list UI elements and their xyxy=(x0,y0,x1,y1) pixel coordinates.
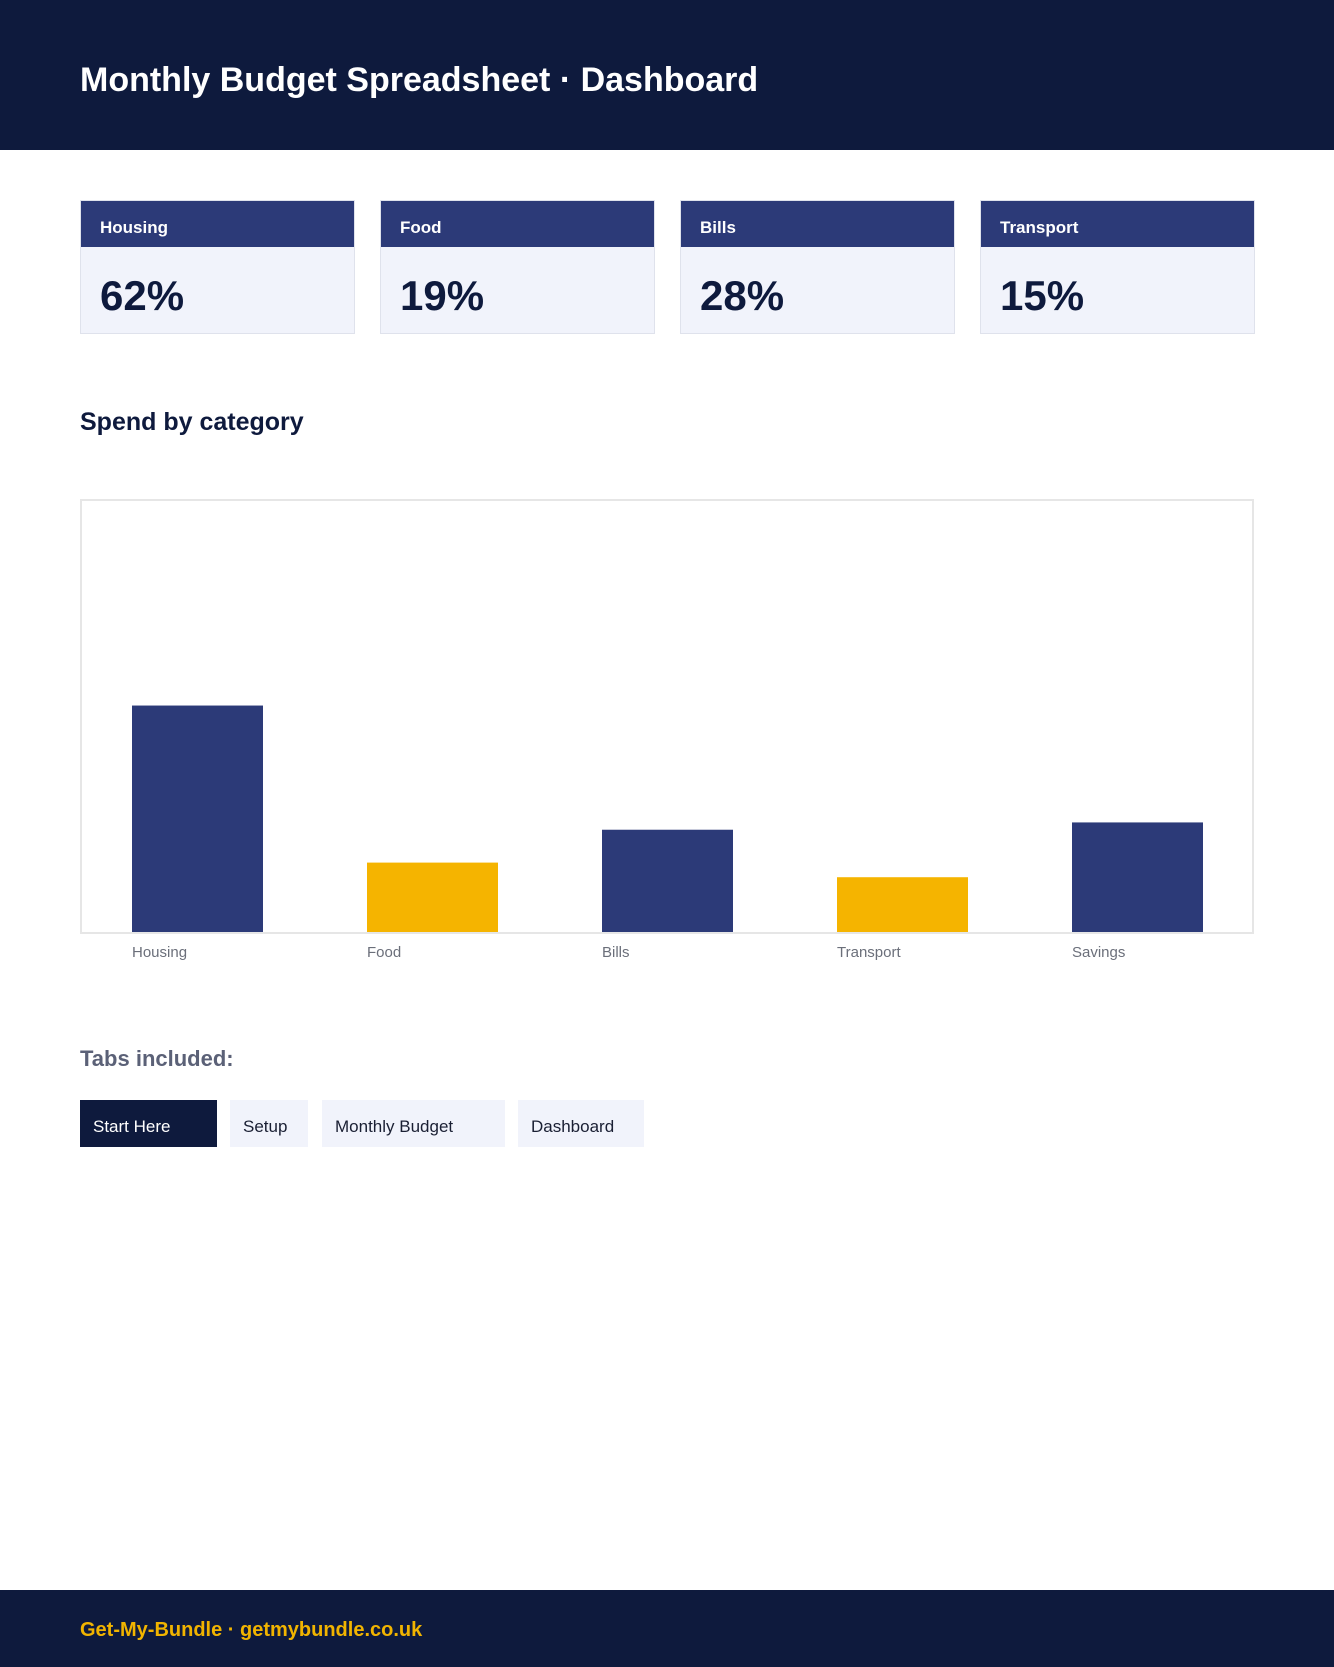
page-header: Monthly Budget Spreadsheet · Dashboard xyxy=(0,0,1334,150)
card-bills: Bills 28% xyxy=(680,200,955,334)
chart-x-axis: Housing Food Bills Transport Savings xyxy=(80,944,1254,968)
spend-chart xyxy=(80,499,1254,934)
card-food: Food 19% xyxy=(380,200,655,334)
footer-brand-text: Get-My-Bundle · getmybundle.co.uk xyxy=(80,1619,423,1641)
card-value: 62% xyxy=(100,272,185,319)
tab-dashboard[interactable]: Dashboard xyxy=(518,1100,644,1147)
card-transport: Transport 15% xyxy=(980,200,1255,334)
page-footer: Get-My-Bundle · getmybundle.co.uk xyxy=(0,1590,1334,1667)
card-value: 28% xyxy=(700,272,785,319)
bar-bills xyxy=(602,829,733,932)
card-label: Food xyxy=(381,201,654,247)
tabs-included-title: Tabs included: xyxy=(80,1046,234,1071)
tab-start-here[interactable]: Start Here xyxy=(80,1100,217,1147)
summary-cards: Housing 62% Food 19% Bills 28% Transport… xyxy=(80,200,1255,334)
bar-transport xyxy=(837,877,968,932)
bar-food xyxy=(367,862,498,932)
bar-savings xyxy=(1072,822,1203,932)
card-value: 19% xyxy=(400,272,485,319)
card-label: Transport xyxy=(981,201,1254,247)
bar-housing xyxy=(132,705,263,932)
card-label: Housing xyxy=(81,201,354,247)
spend-chart-svg xyxy=(132,705,1203,932)
card-label: Bills xyxy=(681,201,954,247)
card-value: 15% xyxy=(1000,272,1085,319)
x-tick-label-food: Food xyxy=(367,944,402,961)
card-housing: Housing 62% xyxy=(80,200,355,334)
tab-setup[interactable]: Setup xyxy=(230,1100,308,1147)
x-tick-label-savings: Savings xyxy=(1072,944,1126,961)
x-tick-label-housing: Housing xyxy=(132,944,188,961)
chart-section-title: Spend by category xyxy=(80,408,304,436)
x-tick-label-transport: Transport xyxy=(837,944,901,961)
tab-monthly-budget[interactable]: Monthly Budget xyxy=(322,1100,505,1147)
page-title: Monthly Budget Spreadsheet · Dashboard xyxy=(80,61,759,99)
x-tick-label-bills: Bills xyxy=(602,944,630,961)
